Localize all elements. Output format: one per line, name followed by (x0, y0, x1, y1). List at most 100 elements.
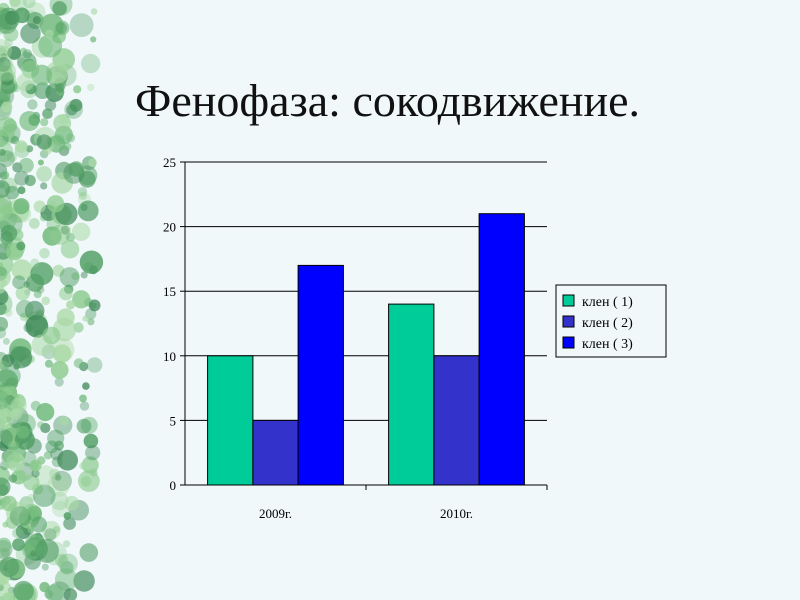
foliage-leaf (11, 259, 33, 281)
foliage-leaf (0, 579, 13, 600)
bar[interactable] (297, 264, 344, 486)
foliage-leaf (13, 362, 21, 370)
foliage-leaf (69, 98, 83, 112)
foliage-leaf (73, 570, 95, 592)
foliage-leaf (82, 315, 89, 322)
foliage-leaf (30, 258, 40, 268)
foliage-leaf (79, 394, 87, 403)
y-tick-label: 15 (163, 284, 176, 299)
foliage-leaf (4, 38, 13, 48)
legend-label: клен ( 1) (582, 295, 633, 310)
foliage-leaf (9, 346, 33, 369)
foliage-leaf (51, 470, 72, 492)
foliage-leaf (52, 1, 67, 16)
legend: клен ( 1) клен ( 2) клен ( 3) (555, 284, 667, 358)
foliage-leaf (73, 358, 84, 369)
foliage-leaf (87, 83, 95, 92)
foliage-leaf (76, 418, 92, 434)
foliage-leaf (52, 344, 72, 364)
foliage-leaf (88, 158, 97, 168)
foliage-leaf (63, 517, 76, 530)
foliage-leaf (64, 100, 83, 119)
foliage-leaf (42, 108, 53, 119)
foliage-leaf (42, 326, 61, 345)
foliage-leaf (60, 239, 80, 259)
foliage-leaf (28, 218, 40, 229)
foliage-leaf (7, 440, 20, 453)
foliage-leaf (1, 101, 13, 113)
bar[interactable] (478, 213, 525, 486)
foliage-leaf (79, 543, 99, 562)
y-tick-label: 25 (163, 155, 176, 170)
legend-label: клен ( 3) (582, 337, 633, 352)
foliage-leaf (29, 459, 42, 472)
foliage-leaf (8, 474, 18, 483)
foliage-leaf (77, 200, 99, 222)
foliage-leaf (0, 477, 11, 497)
foliage-leaf (56, 308, 75, 327)
foliage-leaf (14, 170, 29, 186)
foliage-leaf (60, 225, 70, 235)
foliage-leaf (0, 390, 10, 410)
bar[interactable] (388, 303, 435, 486)
foliage-leaf (23, 474, 40, 491)
foliage-leaf (9, 506, 31, 527)
foliage-leaf (59, 267, 80, 288)
foliage-leaf (31, 469, 40, 478)
foliage-leaf (36, 403, 55, 422)
foliage-leaf (40, 118, 49, 127)
bar[interactable] (207, 355, 254, 486)
foliage-leaf (23, 323, 33, 333)
foliage-leaf (49, 468, 61, 480)
foliage-leaf (66, 300, 76, 310)
foliage-leaf (0, 150, 15, 167)
foliage-leaf (34, 82, 51, 99)
foliage-leaf (4, 309, 13, 317)
foliage-leaf (15, 286, 30, 301)
foliage-leaf (44, 99, 57, 111)
foliage-leaf (27, 526, 35, 534)
foliage-leaf (0, 72, 14, 86)
foliage-leaf (64, 495, 80, 511)
foliage-leaf (37, 159, 44, 166)
foliage-leaf (54, 377, 64, 387)
slide-title: Фенофаза: сокодвижение. (135, 75, 641, 126)
foliage-leaf (63, 588, 78, 600)
foliage-leaf (15, 300, 34, 318)
foliage-leaf (83, 433, 99, 449)
foliage-leaf (57, 449, 78, 471)
foliage-leaf (12, 527, 23, 539)
bar[interactable] (433, 355, 480, 486)
foliage-leaf (0, 142, 14, 162)
foliage-leaf (46, 195, 65, 213)
foliage-leaf (40, 182, 48, 190)
y-tick-label: 0 (170, 478, 177, 493)
foliage-leaf (1, 495, 17, 512)
foliage-leaf (33, 290, 42, 299)
foliage-leaf (14, 7, 30, 24)
foliage-leaf (63, 540, 71, 548)
foliage-leaf (54, 568, 78, 591)
foliage-leaf (1, 449, 21, 469)
foliage-leaf (43, 451, 53, 460)
foliage-leaf (0, 197, 12, 222)
foliage-leaf (36, 134, 52, 150)
foliage-leaf (26, 145, 34, 153)
foliage-leaf (59, 416, 69, 426)
foliage-leaf (45, 29, 54, 39)
foliage-leaf (78, 470, 100, 492)
foliage-leaf (30, 262, 54, 286)
foliage-leaf (80, 53, 101, 74)
foliage-leaf (0, 267, 7, 277)
foliage-leaf (0, 116, 17, 137)
legend-swatch (562, 336, 575, 349)
bar[interactable] (252, 419, 299, 486)
foliage-leaf (16, 241, 26, 251)
foliage-leaf (7, 46, 22, 60)
foliage-leaf (2, 337, 10, 345)
foliage-leaf (15, 140, 28, 153)
foliage-leaf (0, 365, 21, 387)
foliage-leaf (82, 382, 90, 390)
